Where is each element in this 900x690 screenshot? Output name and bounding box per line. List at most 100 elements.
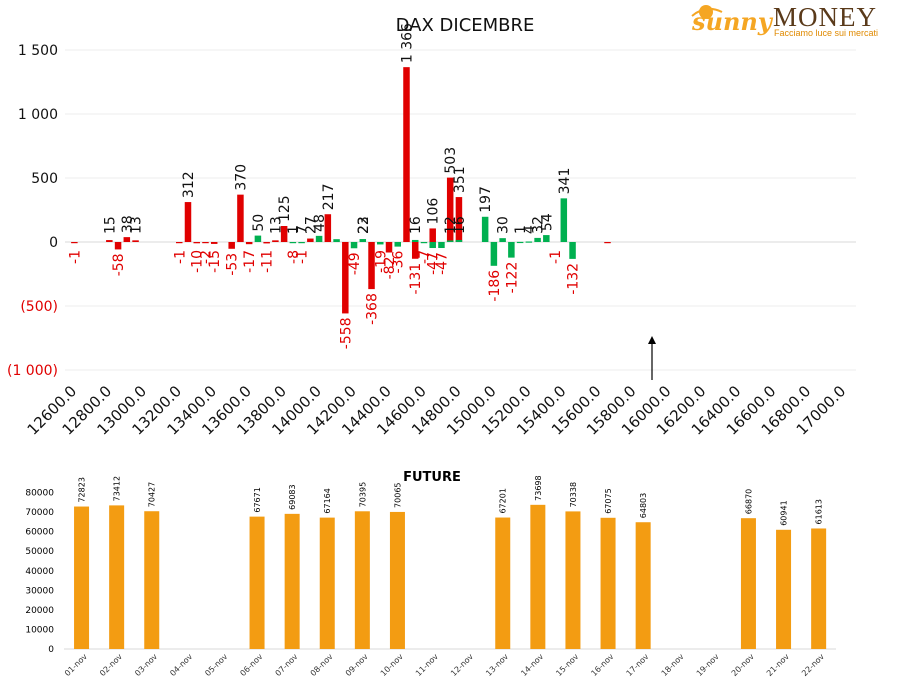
bar xyxy=(324,214,332,242)
bar xyxy=(184,202,192,242)
bar xyxy=(307,238,314,242)
x-tick-label: 19-nov xyxy=(695,652,721,678)
bar xyxy=(245,242,253,245)
data-label: -7 xyxy=(417,250,433,264)
data-label: 7 xyxy=(295,225,311,234)
bar xyxy=(237,194,244,242)
bar xyxy=(438,242,445,249)
data-label: 32 xyxy=(531,216,547,234)
chart-title: FUTURE xyxy=(403,470,461,485)
data-label: -47 xyxy=(426,252,442,275)
data-label: -558 xyxy=(338,317,354,349)
y-tick-label: 70000 xyxy=(25,508,54,518)
data-label: 341 xyxy=(557,168,573,195)
bar xyxy=(71,242,78,244)
bar xyxy=(508,242,515,258)
data-label: 22 xyxy=(356,216,372,234)
bar xyxy=(811,528,827,649)
data-label: -186 xyxy=(487,270,503,302)
data-label: 27 xyxy=(303,216,319,234)
data-label: 73412 xyxy=(113,476,122,501)
bar xyxy=(495,517,511,649)
bar xyxy=(315,235,323,242)
data-label: -132 xyxy=(566,263,582,295)
x-axis: 12600.012800.013000.013200.013400.013600… xyxy=(24,382,850,439)
bar xyxy=(254,235,262,242)
x-tick-label: 15-nov xyxy=(554,652,580,678)
bar xyxy=(569,242,576,259)
x-tick-label: 10-nov xyxy=(379,652,405,678)
bar xyxy=(525,241,533,243)
bar xyxy=(411,239,419,242)
x-tick-label: 02-nov xyxy=(98,652,124,678)
data-label: 38 xyxy=(120,215,136,233)
bar xyxy=(411,242,419,259)
x-tick-label: 12-nov xyxy=(449,652,475,678)
x-tick-label: 16-nov xyxy=(589,652,615,678)
y-tick-label: 50000 xyxy=(25,547,54,557)
sunny-money-logo: sunny MONEY Facciamo luce sui mercati xyxy=(691,2,878,38)
y-tick-label: 0 xyxy=(49,235,58,251)
bar xyxy=(565,511,581,649)
y-tick-label: (1 000) xyxy=(7,363,58,379)
bar xyxy=(298,242,305,244)
bar xyxy=(193,242,200,244)
data-label: -11 xyxy=(260,250,276,273)
y-tick-label: 0 xyxy=(48,645,54,655)
data-labels: 72823 73412 70427 67671 69083 67164 70395 70065… xyxy=(78,475,824,525)
y-tick-label: 10000 xyxy=(25,625,54,635)
bar xyxy=(350,242,358,249)
data-label: -17 xyxy=(242,250,258,273)
data-label: 61613 xyxy=(815,499,824,524)
y-tick-label: 500 xyxy=(31,171,58,187)
data-label: 125 xyxy=(277,195,293,222)
data-label: 70338 xyxy=(569,482,578,507)
future-chart: FUTURE 0 10000 20000 30000 40000 50000 60000 70… xyxy=(25,470,836,678)
data-label: 16 xyxy=(408,216,424,234)
bar xyxy=(284,513,300,649)
data-label: 73698 xyxy=(534,475,543,500)
x-tick-label: 18-nov xyxy=(660,652,686,678)
arrow-marker xyxy=(648,336,656,380)
bar xyxy=(490,242,498,266)
data-label: 64803 xyxy=(639,493,648,518)
data-label: 70395 xyxy=(358,482,367,507)
bar xyxy=(403,67,410,242)
y-tick-label: 40000 xyxy=(25,567,54,577)
data-label: -1 xyxy=(172,250,188,264)
data-label: 70065 xyxy=(393,482,402,507)
x-tick-label: 04-nov xyxy=(168,652,194,678)
data-label: -47 xyxy=(434,252,450,275)
data-label: 23 xyxy=(356,216,372,234)
bar xyxy=(543,235,550,242)
x-tick-label: 01-nov xyxy=(63,652,89,678)
data-label: 197 xyxy=(478,186,494,213)
data-label: 13 xyxy=(268,216,284,234)
x-tick-label: 08-nov xyxy=(309,652,335,678)
data-label: 54 xyxy=(539,213,555,231)
data-label: -53 xyxy=(225,253,241,276)
sun-icon xyxy=(691,5,723,19)
bar xyxy=(385,242,393,253)
bar xyxy=(319,517,335,649)
bar xyxy=(354,511,370,649)
data-label: 30 xyxy=(496,216,512,234)
y-tick-label: 1 500 xyxy=(18,43,58,59)
data-label: 48 xyxy=(312,214,328,232)
x-tick-label: 20-nov xyxy=(730,652,756,678)
data-label: -10 xyxy=(190,250,206,273)
bar xyxy=(530,504,546,649)
bar xyxy=(144,511,160,649)
bar xyxy=(499,238,506,242)
data-label: 1 xyxy=(286,225,302,234)
x-tick-label: 06-nov xyxy=(238,652,264,678)
x-tick-label: 07-nov xyxy=(274,652,300,678)
bars xyxy=(74,504,827,649)
data-label: -49 xyxy=(347,252,363,275)
bar xyxy=(446,240,454,242)
x-tick-label: 14-nov xyxy=(519,652,545,678)
grid xyxy=(65,49,856,371)
bar xyxy=(272,240,279,242)
data-label: -2 xyxy=(198,250,214,264)
